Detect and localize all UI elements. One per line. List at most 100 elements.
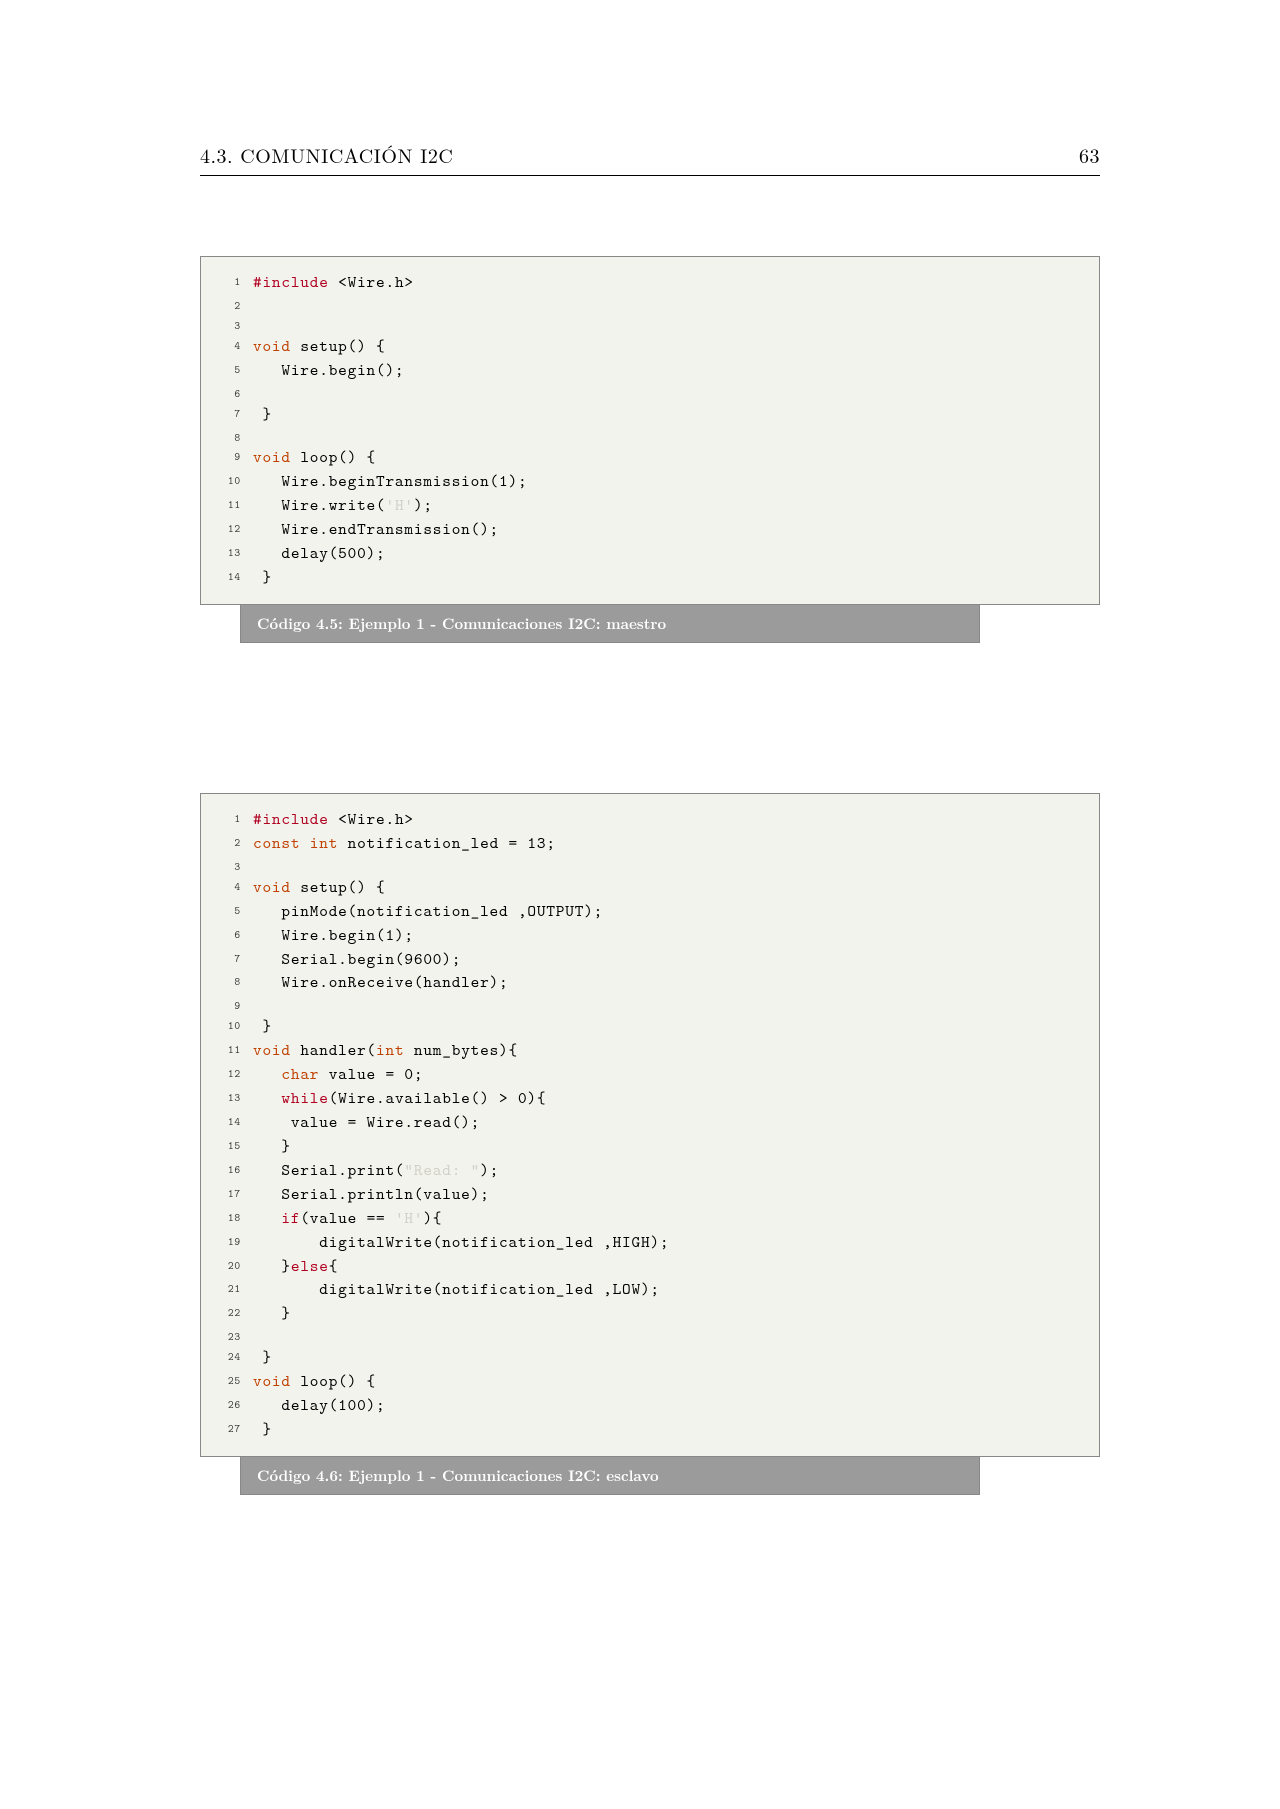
code-content: Wire.begin(); xyxy=(253,359,404,383)
code-content: if(value == 'H'){ xyxy=(253,1207,442,1231)
code-line: 18 if(value == 'H'){ xyxy=(211,1207,1081,1231)
code-line: 13 delay(500); xyxy=(211,542,1081,566)
line-number: 16 xyxy=(211,1159,241,1183)
code-line: 12 char value = 0; xyxy=(211,1063,1081,1087)
line-number: 26 xyxy=(211,1394,241,1418)
line-number: 14 xyxy=(211,1111,241,1135)
code-line: 9void loop() { xyxy=(211,446,1081,470)
line-number: 25 xyxy=(211,1370,241,1394)
code-content: value = Wire.read(); xyxy=(253,1111,480,1135)
code-line: 4void setup() { xyxy=(211,876,1081,900)
code-line: 25 void loop() { xyxy=(211,1370,1081,1394)
line-number: 27 xyxy=(211,1418,241,1442)
line-number: 6 xyxy=(211,924,241,948)
line-number: 7 xyxy=(211,403,241,427)
line-number: 13 xyxy=(211,542,241,566)
code-content: } xyxy=(253,566,272,590)
code-content: void handler(int num_bytes){ xyxy=(253,1039,518,1063)
line-number: 1 xyxy=(211,271,241,295)
line-number: 11 xyxy=(211,494,241,518)
code-line: 12 Wire.endTransmission(); xyxy=(211,518,1081,542)
code-content: Wire.begin(1); xyxy=(253,924,414,948)
code-content: #include <Wire.h> xyxy=(253,271,414,295)
line-number: 4 xyxy=(211,335,241,359)
code-line: 4 void setup() { xyxy=(211,335,1081,359)
code-line: 8 Wire.onReceive(handler); xyxy=(211,971,1081,995)
code-line: 10 } xyxy=(211,1015,1081,1039)
code-line: 16 Serial.print("Read: "); xyxy=(211,1159,1081,1183)
code-line: 14 } xyxy=(211,566,1081,590)
code-caption-1: Código 4.5: Ejemplo 1 - Comunicaciones I… xyxy=(240,605,980,643)
line-number: 6 xyxy=(211,383,241,403)
line-number: 15 xyxy=(211,1135,241,1159)
line-number: 10 xyxy=(211,1015,241,1039)
code-content: pinMode(notification_led ,OUTPUT); xyxy=(253,900,603,924)
page-number: 63 xyxy=(1079,140,1100,169)
line-number: 5 xyxy=(211,359,241,383)
code-line: 3 xyxy=(211,856,1081,876)
code-line: 14 value = Wire.read(); xyxy=(211,1111,1081,1135)
code-line: 11 void handler(int num_bytes){ xyxy=(211,1039,1081,1063)
code-content: Wire.write('H'); xyxy=(253,494,433,518)
page: 4.3. COMUNICACIÓN I2C 63 1#include <Wire… xyxy=(0,0,1280,1809)
code-block-1: 1 #include <Wire.h>234 void setup() { 5 Wir… xyxy=(200,256,1100,605)
line-number: 18 xyxy=(211,1207,241,1231)
line-number: 12 xyxy=(211,518,241,542)
section-title: 4.3. COMUNICACIÓN I2C xyxy=(200,140,453,169)
line-number: 7 xyxy=(211,948,241,972)
code-line: 2const int notification_led = 13; xyxy=(211,832,1081,856)
code-line: 6 xyxy=(211,383,1081,403)
code-content: Serial.print("Read: "); xyxy=(253,1159,499,1183)
code-content: } xyxy=(253,1135,291,1159)
code-content: delay(100); xyxy=(253,1394,385,1418)
code-line: 7 } xyxy=(211,403,1081,427)
line-number: 9 xyxy=(211,995,241,1015)
code-line: 24 } xyxy=(211,1346,1081,1370)
line-number: 10 xyxy=(211,470,241,494)
line-number: 8 xyxy=(211,427,241,447)
code-content: void loop() { xyxy=(253,1370,376,1394)
code-content: } xyxy=(253,1302,291,1326)
line-number: 8 xyxy=(211,971,241,995)
code-content: void loop() { xyxy=(253,446,376,470)
code-content: } xyxy=(253,1015,272,1039)
code-line: 2 xyxy=(211,295,1081,315)
line-number: 11 xyxy=(211,1039,241,1063)
line-number: 17 xyxy=(211,1183,241,1207)
code-content: Wire.endTransmission(); xyxy=(253,518,499,542)
code-line: 27 } xyxy=(211,1418,1081,1442)
code-listing-2: 1#include <Wire.h>2const int notificatio… xyxy=(200,793,1100,1495)
code-line: 1#include <Wire.h> xyxy=(211,808,1081,832)
code-content: delay(500); xyxy=(253,542,385,566)
line-number: 21 xyxy=(211,1278,241,1302)
line-number: 19 xyxy=(211,1231,241,1255)
code-content: digitalWrite(notification_led ,LOW); xyxy=(253,1278,660,1302)
line-number: 20 xyxy=(211,1255,241,1279)
code-line: 9 xyxy=(211,995,1081,1015)
code-content: void setup() { xyxy=(253,335,385,359)
code-line: 6 Wire.begin(1); xyxy=(211,924,1081,948)
line-number: 3 xyxy=(211,315,241,335)
code-line: 17 Serial.println(value); xyxy=(211,1183,1081,1207)
code-content: Wire.onReceive(handler); xyxy=(253,971,509,995)
code-line: 23 xyxy=(211,1326,1081,1346)
code-line: 22 } xyxy=(211,1302,1081,1326)
code-block-2: 1#include <Wire.h>2const int notificatio… xyxy=(200,793,1100,1457)
code-line: 1 #include <Wire.h> xyxy=(211,271,1081,295)
code-line: 8 xyxy=(211,427,1081,447)
running-header: 4.3. COMUNICACIÓN I2C 63 xyxy=(200,140,1100,176)
code-content: while(Wire.available() > 0){ xyxy=(253,1087,546,1111)
code-caption-2: Código 4.6: Ejemplo 1 - Comunicaciones I… xyxy=(240,1457,980,1495)
line-number: 4 xyxy=(211,876,241,900)
line-number: 12 xyxy=(211,1063,241,1087)
line-number: 24 xyxy=(211,1346,241,1370)
code-content: }else{ xyxy=(253,1255,338,1279)
code-content: } xyxy=(253,1418,272,1442)
line-number: 1 xyxy=(211,808,241,832)
code-line: 21 digitalWrite(notification_led ,LOW); xyxy=(211,1278,1081,1302)
code-line: 15 } xyxy=(211,1135,1081,1159)
code-content: } xyxy=(253,403,272,427)
code-line: 26 delay(100); xyxy=(211,1394,1081,1418)
code-line: 20 }else{ xyxy=(211,1255,1081,1279)
line-number: 22 xyxy=(211,1302,241,1326)
